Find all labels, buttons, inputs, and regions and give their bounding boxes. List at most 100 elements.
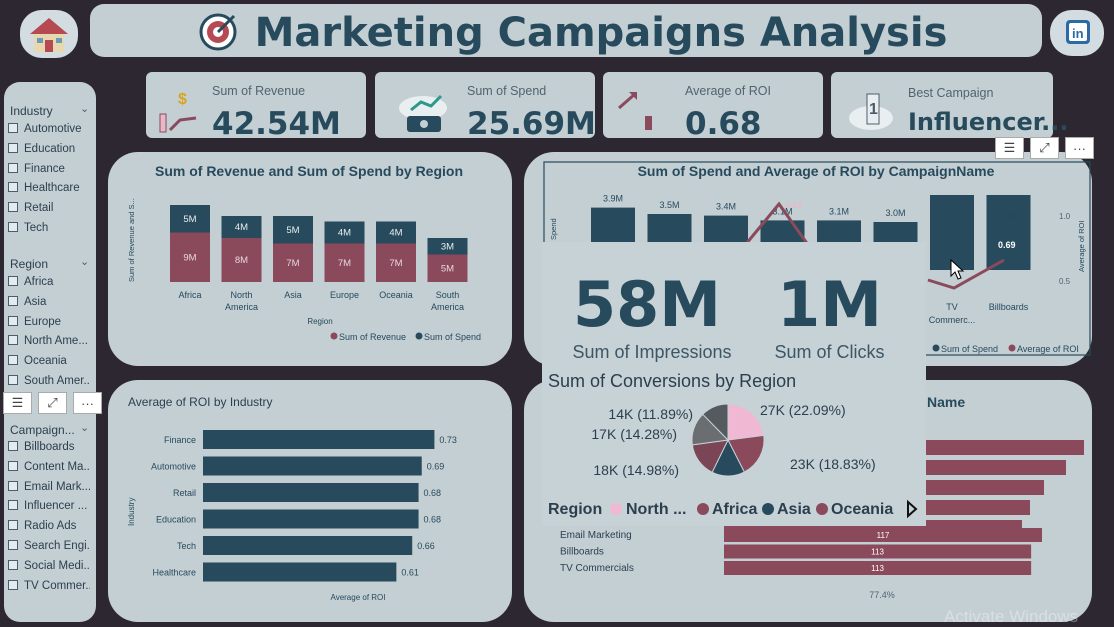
data-label: 5M bbox=[183, 214, 196, 225]
roi-line bbox=[927, 258, 1005, 290]
chevron-down-icon[interactable]: ⌄ bbox=[80, 103, 90, 115]
filter-icon[interactable]: ☰ bbox=[3, 392, 32, 414]
checkbox[interactable] bbox=[8, 162, 18, 173]
checkbox[interactable] bbox=[8, 315, 18, 326]
focus-mode-icon[interactable]: ⤢ bbox=[1030, 137, 1059, 159]
checkbox[interactable] bbox=[8, 559, 18, 570]
bar-roi[interactable] bbox=[203, 562, 397, 582]
checkbox[interactable] bbox=[8, 460, 18, 471]
checkbox[interactable] bbox=[8, 540, 18, 550]
checkbox[interactable] bbox=[8, 295, 18, 306]
more-options-icon[interactable]: ··· bbox=[1065, 137, 1094, 159]
bar-roi[interactable] bbox=[203, 536, 413, 555]
data-label: 0.61 bbox=[401, 568, 419, 578]
pie-data-label: 27K (22.09%) bbox=[760, 402, 846, 418]
bar-revenue[interactable] bbox=[221, 238, 262, 282]
slicer-item-industry[interactable]: Automotive bbox=[8, 123, 90, 135]
slicer-item-region[interactable]: Europe bbox=[8, 315, 90, 328]
bar-campaign[interactable] bbox=[724, 561, 1032, 575]
bar-campaign[interactable] bbox=[724, 544, 1032, 559]
bar-spend[interactable] bbox=[930, 195, 974, 270]
slicer-item-campaign[interactable]: Search Engi... bbox=[8, 540, 90, 552]
kpi-card-roi: Average of ROI 0.68 bbox=[603, 72, 823, 142]
impressions-label: Sum of Impressions bbox=[572, 342, 732, 362]
slicer-item-label: South Amer... bbox=[24, 375, 90, 387]
bar-spend[interactable] bbox=[986, 195, 1031, 270]
checkbox[interactable] bbox=[8, 335, 18, 346]
slicer-item-industry[interactable]: Finance bbox=[8, 162, 90, 175]
checkbox[interactable] bbox=[8, 123, 18, 133]
bar-revenue[interactable] bbox=[427, 254, 468, 283]
slicer-item-campaign[interactable]: Email Mark... bbox=[8, 480, 90, 493]
slicer-item-region[interactable]: Asia bbox=[8, 295, 90, 308]
x-axis-label: Average of ROI bbox=[331, 593, 386, 602]
checkbox[interactable] bbox=[8, 182, 18, 193]
legend-swatch-roi bbox=[1008, 344, 1016, 352]
slicer-item-label: Oceania bbox=[24, 355, 67, 368]
data-label: 4M bbox=[389, 228, 402, 239]
checkbox[interactable] bbox=[8, 500, 18, 511]
slicer-item-label: Automotive bbox=[24, 123, 82, 135]
kpi-label: Average of ROI bbox=[685, 84, 771, 98]
filter-icon[interactable]: ☰ bbox=[995, 137, 1024, 159]
slicer-item-region[interactable]: Africa bbox=[8, 276, 90, 288]
slicer-item-label: Asia bbox=[24, 295, 47, 308]
checkbox[interactable] bbox=[8, 202, 18, 213]
bar-roi[interactable] bbox=[203, 430, 435, 449]
checkbox[interactable] bbox=[8, 520, 18, 531]
linkedin-icon[interactable]: in bbox=[1050, 10, 1104, 56]
slicer-item-industry[interactable]: Tech bbox=[8, 222, 90, 234]
bar-revenue[interactable] bbox=[170, 232, 210, 283]
bar-roi[interactable] bbox=[203, 483, 419, 502]
bar-spend[interactable] bbox=[170, 205, 210, 233]
bar-spend[interactable] bbox=[324, 221, 365, 244]
slicer-item-region[interactable]: South Amer... bbox=[8, 375, 90, 387]
bar-revenue[interactable] bbox=[324, 243, 365, 283]
more-options-icon[interactable]: ··· bbox=[73, 392, 102, 414]
legend-next-icon[interactable] bbox=[907, 499, 918, 519]
checkbox[interactable] bbox=[8, 142, 18, 153]
checkbox[interactable] bbox=[8, 441, 18, 451]
slicer-item-industry[interactable]: Retail bbox=[8, 202, 90, 214]
checkbox[interactable] bbox=[8, 480, 18, 491]
checkbox[interactable] bbox=[8, 222, 18, 232]
slicer-item-campaign[interactable]: TV Commer... bbox=[8, 579, 90, 592]
bar-spend[interactable] bbox=[427, 238, 468, 255]
bar-roi[interactable] bbox=[203, 509, 419, 529]
pie-slice[interactable] bbox=[727, 434, 765, 473]
slicer-item-region[interactable]: North Ame... bbox=[8, 335, 90, 347]
slicer-item-industry[interactable]: Healthcare bbox=[8, 182, 90, 194]
focus-mode-icon[interactable]: ⤢ bbox=[38, 392, 67, 414]
slicer-item-campaign[interactable]: Social Medi... bbox=[8, 559, 90, 572]
slicer-item-region[interactable]: Oceania bbox=[8, 355, 90, 367]
chevron-down-icon[interactable]: ⌄ bbox=[80, 422, 90, 434]
legend-swatch bbox=[816, 503, 828, 515]
checkbox[interactable] bbox=[8, 276, 18, 286]
bar-campaign[interactable] bbox=[724, 528, 1042, 542]
chart-title: Sum of Spend and Average of ROI by Campa… bbox=[638, 163, 995, 179]
mouse-cursor-icon bbox=[950, 259, 965, 280]
checkbox[interactable] bbox=[8, 579, 18, 590]
slicer-item-campaign[interactable]: Influencer ... bbox=[8, 500, 90, 512]
pie-slice[interactable] bbox=[702, 403, 729, 442]
industry-slicer-title: Industry bbox=[10, 104, 53, 118]
slicer-item-campaign[interactable]: Radio Ads bbox=[8, 520, 90, 532]
data-label: 9M bbox=[183, 252, 196, 263]
bar-revenue[interactable] bbox=[376, 243, 416, 283]
chevron-down-icon[interactable]: ⌄ bbox=[80, 256, 90, 268]
kpi-card-revenue: Sum of Revenue 42.54M $ bbox=[146, 72, 366, 142]
slicer-item-campaign[interactable]: Billboards bbox=[8, 441, 90, 453]
legend-swatch bbox=[697, 503, 709, 515]
slicer-item-campaign[interactable]: Content Ma... bbox=[8, 460, 90, 473]
bar-spend[interactable] bbox=[221, 216, 262, 238]
x-tick-label: North bbox=[230, 290, 252, 300]
checkbox[interactable] bbox=[8, 355, 18, 366]
checkbox[interactable] bbox=[8, 375, 18, 385]
pie-slice[interactable] bbox=[727, 403, 765, 441]
bar-spend[interactable] bbox=[273, 216, 313, 244]
bar-roi[interactable] bbox=[203, 456, 422, 476]
bar-spend[interactable] bbox=[376, 221, 416, 244]
slicer-item-industry[interactable]: Education bbox=[8, 142, 90, 155]
target-icon bbox=[199, 13, 237, 51]
bar-revenue[interactable] bbox=[273, 243, 313, 283]
